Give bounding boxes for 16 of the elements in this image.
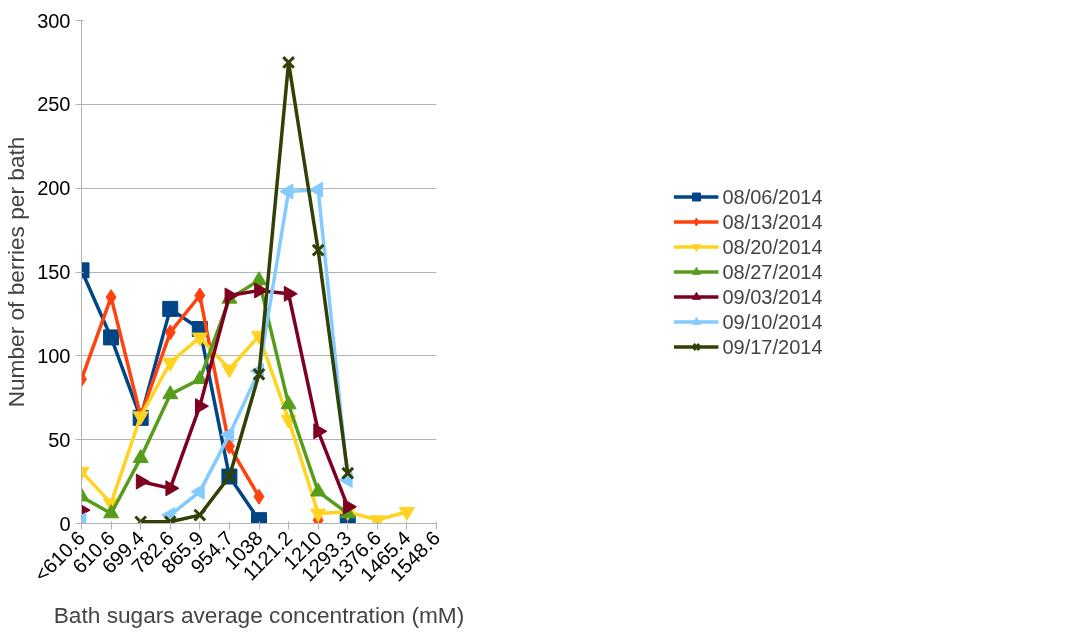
legend-label: 08/06/2014: [722, 185, 823, 208]
legend-label: 09/10/2014: [722, 310, 823, 333]
y-tick-label: 200: [37, 177, 71, 200]
y-tick-label: 50: [48, 428, 71, 451]
legend-label: 08/27/2014: [722, 260, 823, 283]
legend-label: 09/03/2014: [722, 285, 823, 308]
legend-label: 08/20/2014: [722, 235, 823, 258]
y-tick-label: 100: [37, 344, 71, 367]
y-tick-label: 300: [37, 9, 71, 32]
x-axis-title: Bath sugars average concentration (mM): [53, 601, 465, 628]
y-tick-label: 150: [37, 261, 71, 283]
y-tick-label: 0: [59, 512, 71, 535]
y-axis-title: Number of berries per bath: [3, 136, 30, 408]
y-tick-label: 250: [37, 93, 71, 116]
legend-label: 08/13/2014: [722, 210, 823, 233]
legend-label: 09/17/2014: [722, 335, 823, 358]
